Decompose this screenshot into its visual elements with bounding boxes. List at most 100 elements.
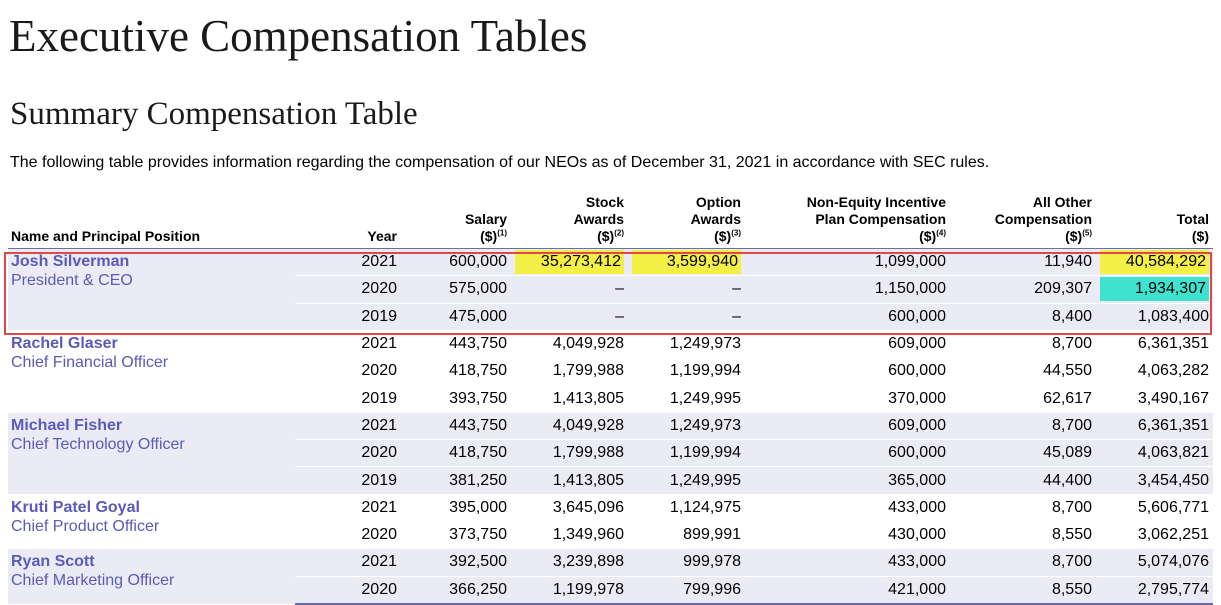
- executive-title: Chief Marketing Officer: [11, 572, 175, 590]
- table-row: 2020 575,000– –1,150,000 209,307 1,934,307: [8, 275, 1213, 304]
- cell-total: 2,795,774: [1096, 575, 1213, 605]
- cell-option: 1,249,973: [628, 411, 745, 440]
- cell-year: 2019: [295, 302, 401, 331]
- cell-salary: 381,250: [401, 466, 511, 495]
- cell-total: 1,934,307: [1096, 275, 1213, 304]
- executive-name: Kruti Patel Goyal: [11, 498, 140, 516]
- cell-salary: 366,250: [401, 575, 511, 605]
- cell-other: 11,940: [950, 247, 1096, 276]
- table-row: Kruti Patel Goyal Chief Product Officer 20…: [8, 493, 1213, 549]
- summary-compensation-table: Name and Principal Position Year Salary …: [8, 194, 1213, 605]
- cell-stock: 1,799,988: [511, 439, 628, 467]
- cell-year: 2020: [295, 357, 401, 385]
- cell-option: –: [628, 302, 745, 331]
- cell-stock: 3,239,898: [511, 548, 628, 577]
- cell-option: 1,249,995: [628, 384, 745, 413]
- cell-salary: 475,000: [401, 302, 511, 331]
- name-position-cell: Kruti Patel Goyal Chief Product Officer: [8, 493, 295, 549]
- cell-other: 44,550: [950, 357, 1096, 385]
- table-row: 2020 366,250 1,199,978 799,996 421,000 8,550 2…: [8, 575, 1213, 605]
- cell-salary: 392,500: [401, 548, 511, 577]
- highlighted-value: 1,934,307: [1100, 277, 1209, 302]
- cell-year: 2020: [295, 520, 401, 549]
- cell-option: 1,249,973: [628, 329, 745, 358]
- cell-total: 3,490,167: [1096, 384, 1213, 413]
- executive-title: Chief Financial Officer: [11, 353, 169, 371]
- cell-year: 2021: [295, 329, 401, 358]
- executive-group: Josh Silverman President & CEO 2021 600,000…: [8, 247, 1213, 331]
- cell-total: 6,361,351: [1096, 329, 1213, 358]
- page-title: Executive Compensation Tables: [9, 11, 588, 61]
- cell-salary: 373,750: [401, 520, 511, 549]
- cell-other: 62,617: [950, 384, 1096, 413]
- table-header: Name and Principal Position Year Salary …: [8, 194, 1213, 249]
- cell-neip: 600,000: [745, 357, 950, 385]
- cell-stock: 35,273,412: [511, 247, 628, 276]
- cell-total: 5,074,076: [1096, 548, 1213, 577]
- col-header-all-other-compensation: All Other Compensation ($)(5): [950, 194, 1096, 249]
- cell-year: 2020: [295, 575, 401, 605]
- cell-total: 3,454,450: [1096, 466, 1213, 495]
- table-row: Rachel Glaser Chief Financial Officer 2021…: [8, 329, 1213, 413]
- cell-neip: 1,099,000: [745, 247, 950, 276]
- cell-total: 5,606,771: [1096, 493, 1213, 522]
- name-position-cell: Rachel Glaser Chief Financial Officer: [8, 329, 295, 413]
- cell-neip: 421,000: [745, 575, 950, 605]
- highlighted-value: 3,599,940: [632, 250, 741, 275]
- executive-group: Ryan Scott Chief Marketing Officer 2021 392…: [8, 548, 1213, 605]
- cell-stock: –: [511, 302, 628, 331]
- cell-other: 8,700: [950, 329, 1096, 358]
- table-row: 2019 381,250 1,413,805 1,249,995 365,000 44,4…: [8, 466, 1213, 495]
- table-row: 2020 373,750 1,349,960 899,991 430,000 8,550 3…: [8, 520, 1213, 549]
- intro-paragraph: The following table provides information…: [10, 154, 990, 171]
- cell-stock: 3,645,096: [511, 493, 628, 522]
- cell-neip: 609,000: [745, 411, 950, 440]
- cell-neip: 600,000: [745, 439, 950, 467]
- cell-other: 8,700: [950, 411, 1096, 440]
- cell-year: 2019: [295, 466, 401, 495]
- highlighted-value: 35,273,412: [515, 250, 624, 275]
- table-row: Josh Silverman President & CEO 2021 600,000…: [8, 247, 1213, 331]
- cell-option: 3,599,940: [628, 247, 745, 276]
- highlighted-value: 40,584,292: [1100, 250, 1209, 275]
- cell-neip: 365,000: [745, 466, 950, 495]
- cell-neip: 370,000: [745, 384, 950, 413]
- cell-neip: 433,000: [745, 493, 950, 522]
- executive-name: Michael Fisher: [11, 416, 123, 434]
- cell-year: 2021: [295, 548, 401, 577]
- cell-option: 999,978: [628, 548, 745, 577]
- cell-salary: 600,000: [401, 247, 511, 276]
- cell-salary: 395,000: [401, 493, 511, 522]
- cell-stock: 1,413,805: [511, 466, 628, 495]
- cell-option: –: [628, 275, 745, 304]
- cell-stock: 1,199,978: [511, 575, 628, 605]
- cell-other: 45,089: [950, 439, 1096, 467]
- cell-year: 2020: [295, 275, 401, 304]
- cell-stock: 1,799,988: [511, 357, 628, 385]
- cell-salary: 418,750: [401, 439, 511, 467]
- table-row: 2019 475,000– –600,000 8,400 1,083,400: [8, 302, 1213, 331]
- cell-total: 4,063,282: [1096, 357, 1213, 385]
- cell-salary: 575,000: [401, 275, 511, 304]
- col-header-option-awards: Option Awards ($)(3): [628, 194, 745, 249]
- cell-total: 4,063,821: [1096, 439, 1213, 467]
- name-position-cell: Josh Silverman President & CEO: [8, 248, 295, 331]
- cell-neip: 430,000: [745, 520, 950, 549]
- cell-other: 8,400: [950, 302, 1096, 331]
- col-header-year: Year: [295, 194, 401, 249]
- cell-year: 2021: [295, 411, 401, 440]
- cell-salary: 418,750: [401, 357, 511, 385]
- executive-group: Michael Fisher Chief Technology Officer 20…: [8, 411, 1213, 495]
- cell-neip: 433,000: [745, 548, 950, 577]
- table-row: 2020 418,750 1,799,988 1,199,994 600,000 45,0…: [8, 439, 1213, 467]
- executive-name: Ryan Scott: [11, 553, 95, 571]
- name-position-cell: Michael Fisher Chief Technology Officer: [8, 411, 295, 495]
- cell-neip: 600,000: [745, 302, 950, 331]
- cell-other: 8,700: [950, 548, 1096, 577]
- executive-name: Rachel Glaser: [11, 334, 118, 352]
- table-row: Ryan Scott Chief Marketing Officer 2021 392…: [8, 548, 1213, 604]
- cell-total: 3,062,251: [1096, 520, 1213, 549]
- executive-group: Rachel Glaser Chief Financial Officer 2021…: [8, 329, 1213, 413]
- col-header-stock-awards: Stock Awards ($)(2): [511, 194, 628, 249]
- cell-year: 2019: [295, 384, 401, 413]
